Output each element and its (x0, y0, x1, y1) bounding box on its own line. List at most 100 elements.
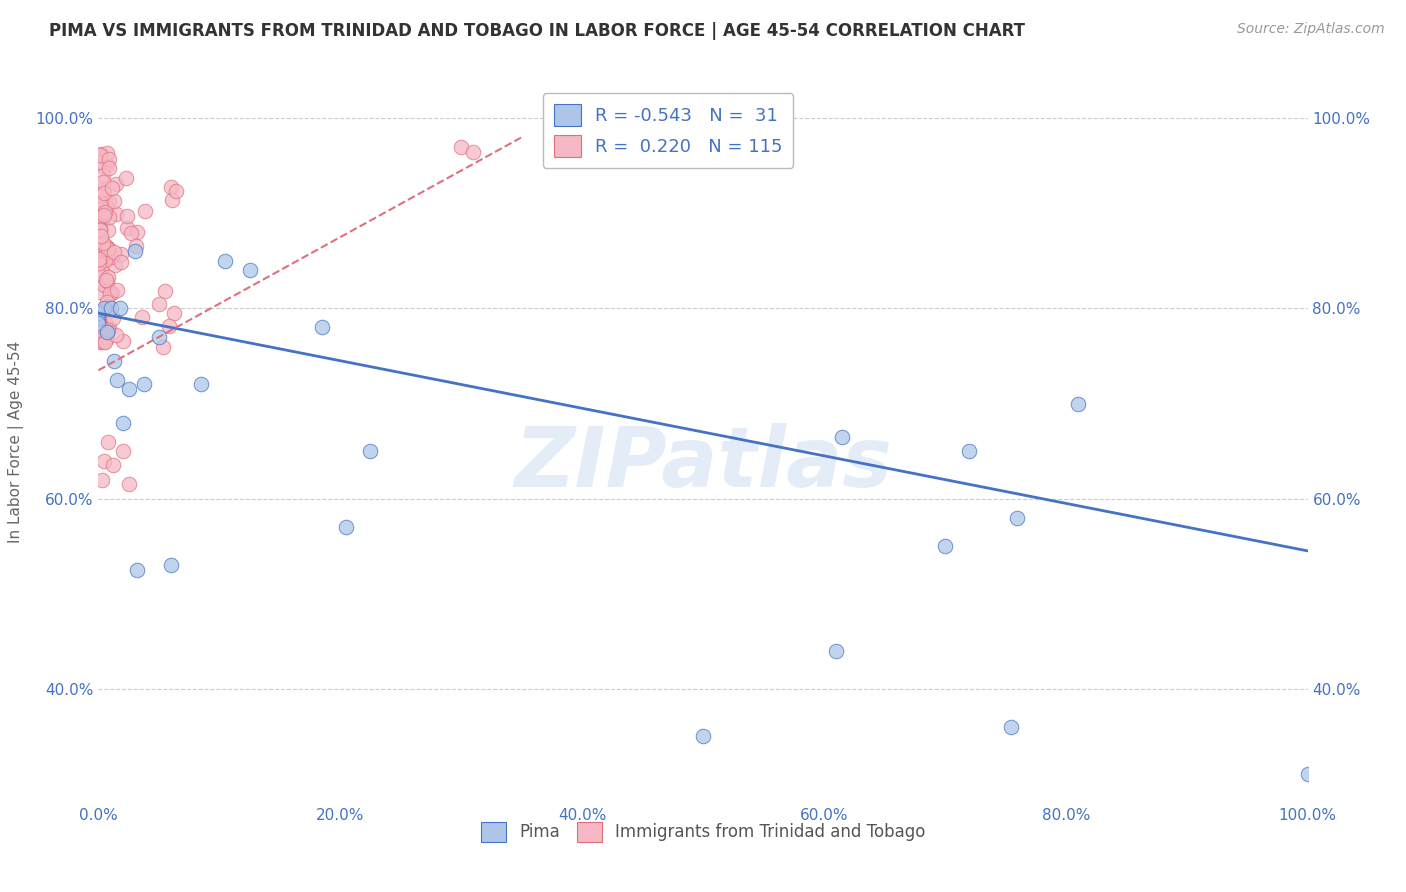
Point (112, 334, 135, 348)
Point (91, 169, 114, 183)
Point (1067, 396, 1090, 410)
Point (89, 200, 111, 214)
Point (162, 306, 184, 320)
Point (125, 225, 148, 239)
Point (463, 145, 485, 159)
Point (90, 196, 112, 211)
Point (87, 316, 110, 330)
Point (94, 273, 117, 287)
Point (111, 444, 134, 458)
Point (94, 205, 117, 219)
Point (98, 161, 121, 175)
Point (97, 242, 120, 256)
Point (96, 295, 118, 310)
Point (93, 208, 115, 222)
Point (94, 316, 117, 330)
Point (98, 153, 121, 167)
Point (87, 334, 110, 349)
Point (90, 250, 112, 264)
Point (104, 207, 127, 221)
Point (103, 244, 125, 259)
Point (91, 174, 114, 188)
Point (100, 301, 122, 316)
Point (87, 310, 110, 325)
Point (97, 270, 120, 285)
Point (98, 286, 121, 301)
Point (90, 322, 112, 336)
Point (127, 563, 149, 577)
Point (91, 473, 114, 487)
Point (148, 296, 170, 310)
Point (87, 252, 110, 266)
Point (90, 304, 112, 318)
Point (93, 453, 115, 467)
Text: ZIPatlas: ZIPatlas (515, 423, 891, 504)
Point (97, 321, 120, 335)
Point (90, 318, 112, 333)
Point (87, 306, 110, 320)
Point (152, 340, 174, 354)
Point (87, 318, 110, 332)
Point (90, 248, 112, 262)
Point (87, 309, 110, 323)
Point (87, 154, 110, 169)
Point (103, 194, 125, 209)
Point (134, 377, 156, 392)
Point (110, 255, 132, 269)
Point (148, 330, 170, 344)
Point (104, 258, 127, 272)
Point (90, 305, 112, 319)
Point (105, 373, 128, 387)
Point (94, 239, 117, 253)
Point (101, 458, 124, 473)
Point (120, 227, 142, 241)
Point (450, 140, 472, 154)
Text: PIMA VS IMMIGRANTS FROM TRINIDAD AND TOBAGO IN LABOR FORCE | AGE 45-54 CORRELATI: PIMA VS IMMIGRANTS FROM TRINIDAD AND TOB… (49, 22, 1025, 40)
Point (110, 247, 132, 261)
Point (97, 210, 120, 224)
Point (311, 320, 333, 334)
Point (111, 416, 134, 430)
Point (118, 477, 141, 491)
Point (118, 382, 141, 396)
Point (117, 210, 139, 224)
Point (94, 335, 117, 350)
Point (90, 147, 112, 161)
Point (90, 228, 112, 243)
Point (104, 177, 127, 191)
Point (101, 180, 124, 194)
Point (90, 243, 112, 257)
Point (114, 171, 136, 186)
Point (934, 539, 956, 553)
Point (90, 188, 112, 202)
Point (97, 223, 120, 237)
Point (124, 244, 146, 259)
Point (239, 263, 262, 277)
Point (97, 299, 120, 313)
Point (335, 520, 357, 534)
Point (97, 241, 120, 255)
Point (190, 377, 212, 392)
Point (96, 331, 118, 345)
Point (134, 204, 156, 219)
Point (91, 184, 114, 198)
Point (89, 320, 111, 334)
Point (125, 239, 148, 253)
Point (90, 195, 112, 210)
Text: Source: ZipAtlas.com: Source: ZipAtlas.com (1237, 22, 1385, 37)
Point (94, 253, 117, 268)
Point (157, 319, 180, 334)
Point (103, 353, 125, 368)
Point (90, 214, 112, 228)
Point (87, 307, 110, 321)
Point (91, 334, 114, 349)
Point (97, 434, 120, 449)
Point (89, 148, 111, 162)
Point (1000, 720, 1022, 734)
Legend: Pima, Immigrants from Trinidad and Tobago: Pima, Immigrants from Trinidad and Tobag… (474, 815, 932, 848)
Point (105, 283, 128, 297)
Point (166, 184, 188, 198)
Point (90, 263, 112, 277)
Point (96, 274, 118, 288)
Point (96, 323, 118, 337)
